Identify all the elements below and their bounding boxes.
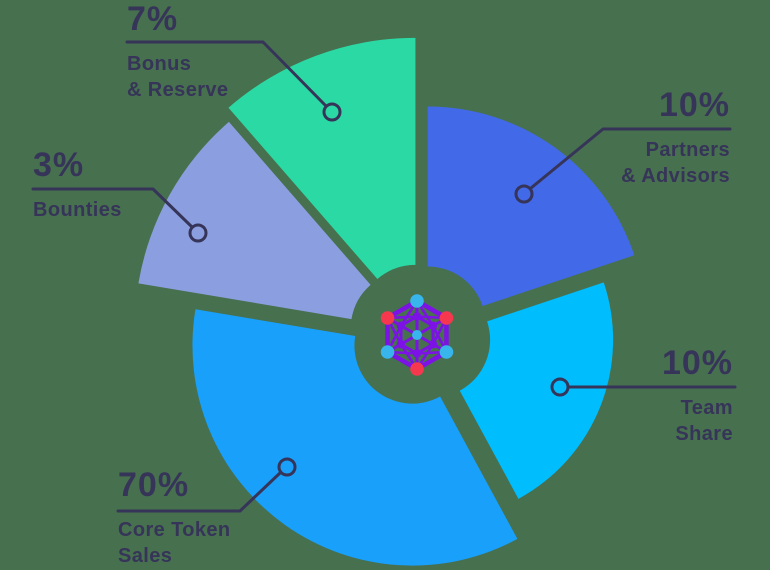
logo-outer-node-cyan	[439, 345, 454, 359]
logo-outer-node-red	[380, 311, 395, 325]
marker-circle-partners-advisors	[514, 184, 534, 204]
team-share-label: Team Share	[675, 397, 733, 446]
callout-partners-advisors: 10% Partners & Advisors	[621, 88, 730, 190]
callout-bonus-reserve: 7% Bonus & Reserve	[127, 2, 228, 104]
logo-outer-node-cyan	[380, 345, 395, 359]
slice-bounties	[138, 121, 371, 320]
logo-inner-node	[428, 321, 438, 330]
logo-inner-node	[412, 312, 422, 321]
partners-advisors-label: Partners & Advisors	[621, 139, 730, 188]
leader-line-bonus-reserve	[125, 40, 328, 108]
bonus-reserve-percent: 7%	[127, 0, 179, 38]
callout-core-token-sales: 70% Core Token Sales	[118, 468, 231, 570]
bounties-label: Bounties	[33, 199, 122, 221]
leader-line-bounties	[31, 187, 194, 229]
slice-partners-advisors	[427, 106, 635, 307]
marker-circle-core-token-sales	[277, 457, 297, 477]
logo-outer-node-cyan	[410, 294, 424, 308]
logo-center-node	[412, 330, 422, 340]
logo-outer-node-red	[410, 362, 424, 376]
logo-inner-node	[412, 349, 422, 358]
core-token-sales-percent: 70%	[118, 466, 190, 504]
slice-team-share	[459, 282, 614, 499]
leader-line-partners-advisors	[529, 127, 732, 190]
logo-inner-node	[428, 340, 438, 349]
marker-circle-team-share	[550, 377, 570, 397]
leader-line-core-token-sales	[116, 471, 282, 513]
slice-bonus-reserve	[228, 37, 416, 280]
marker-circle-bounties	[188, 223, 208, 243]
logo-outer-node-red	[439, 311, 454, 325]
callout-team-share: 10% Team Share	[662, 346, 733, 448]
slice-core-token-sales	[192, 309, 518, 566]
team-share-percent: 10%	[661, 344, 733, 382]
partners-advisors-percent: 10%	[658, 86, 730, 124]
bounties-percent: 3%	[33, 146, 85, 184]
core-token-sales-label: Core Token Sales	[118, 519, 231, 568]
marker-circle-bonus-reserve	[322, 102, 342, 122]
bonus-reserve-label: Bonus & Reserve	[127, 53, 229, 102]
logo-inner-node	[396, 321, 406, 330]
callout-bounties: 3% Bounties	[33, 148, 122, 223]
logo-inner-node	[396, 340, 406, 349]
